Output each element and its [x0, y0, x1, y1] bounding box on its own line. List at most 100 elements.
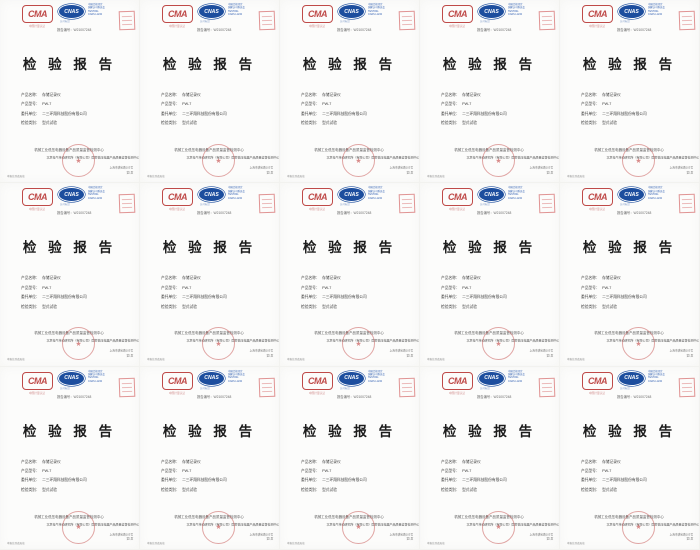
round-seal-stamp: ★: [202, 144, 235, 177]
round-seal-stamp: ★: [622, 510, 655, 544]
stamp-line: [682, 390, 693, 393]
star-icon: ★: [495, 157, 502, 165]
footer-page: 第1页: [406, 354, 413, 358]
control-stamp: [398, 194, 416, 214]
footer-address: 上海市漕宝路103号: [109, 349, 133, 353]
cma-logo-subtext: 中国计量认证: [588, 208, 606, 212]
report-page-thumbnail[interactable]: CMA 中国计量认证 CNAS 中国合格评定 国家认可委员会 TESTING C…: [140, 0, 280, 184]
footer-address: 上海市漕宝路103号: [389, 533, 413, 536]
footer-note: 本报告涂改无效: [427, 358, 445, 362]
cma-logo: CMA: [442, 188, 473, 207]
cnas-logo-text: CNAS: [204, 192, 219, 198]
footer-note: 本报告涂改无效: [567, 541, 585, 545]
footer-address: 上海市漕宝路103号: [249, 533, 273, 536]
footer-info: 上海市漕宝路103号 第1页: [361, 533, 413, 544]
cnas-logo-text: CNAS: [204, 8, 219, 15]
footer-note: 本报告涂改无效: [287, 358, 305, 362]
report-fields: 产品名称： 存储记录仪 产品型号： PW-7 委托单位： 二三环翔科技股份有限公司 检…: [161, 458, 267, 496]
cnas-logo: CNAS: [199, 188, 224, 202]
cnas-logo: CNAS: [479, 5, 504, 18]
control-stamp: [678, 194, 696, 214]
stamp-line: [542, 23, 553, 26]
stamp-line: [262, 207, 273, 209]
footer-page: 第1页: [126, 354, 133, 358]
cma-logo-subtext: 中国计量认证: [168, 392, 186, 395]
report-page-thumbnail[interactable]: CMA 中国计量认证 CNAS 中国合格评定 国家认可委员会 TESTING C…: [0, 183, 140, 367]
footer-note: 本报告涂改无效: [427, 175, 445, 178]
report-page-thumbnail[interactable]: CMA 中国计量认证 CNAS 中国合格评定 国家认可委员会 TESTING C…: [560, 0, 700, 184]
report-number: 报告编号：W21007248: [57, 28, 92, 32]
report-page-thumbnail[interactable]: CMA 中国计量认证 CNAS 中国合格评定 国家认可委员会 TESTING C…: [420, 0, 560, 184]
cma-logo-subtext: 中国计量认证: [448, 25, 466, 29]
report-page-thumbnail[interactable]: CMA 中国计量认证 CNAS 中国合格评定 国家认可委员会 TESTING C…: [0, 366, 140, 550]
footer-address: 上海市漕宝路103号: [389, 166, 413, 170]
footer-page: 第1页: [266, 354, 273, 358]
footer-address: 上海市漕宝路103号: [529, 166, 553, 170]
cnas-logo-caption: 中国合格评定 国家认可委员会 TESTING CNAS L1234: [88, 186, 105, 200]
star-icon: ★: [495, 340, 502, 348]
cnas-logo: CNAS: [479, 188, 504, 202]
cma-logo-subtext: 中国计量认证: [308, 208, 326, 212]
field-product-model: 产品型号： PW-7: [441, 286, 472, 290]
report-title: 检 验 报 告: [22, 423, 117, 439]
report-fields: 产品名称： 存储记录仪 产品型号： PW-7 委托单位： 二三环翔科技股份有限公司 检…: [301, 274, 407, 312]
cnas-logo-caption: 中国合格评定 国家认可委员会 TESTING CNAS L1234: [228, 3, 245, 16]
report-title: 检 验 报 告: [582, 423, 677, 439]
stamp-line: [402, 207, 413, 209]
footer-info: 上海市漕宝路103号 第1页: [361, 167, 413, 177]
report-fields: 产品名称： 存储记录仪 产品型号： PW-7 委托单位： 二三环翔科技股份有限公司 检…: [581, 274, 687, 312]
cnas-logo-subtext: 认可标识: [339, 20, 350, 23]
report-title: 检 验 报 告: [582, 240, 677, 256]
footer-page: 第1页: [546, 171, 553, 175]
field-inspection-type: 检验类别： 型式试验: [581, 304, 617, 309]
footer-note: 本报告涂改无效: [147, 541, 165, 545]
stamp-line: [122, 207, 133, 209]
report-page-thumbnail[interactable]: CMA 中国计量认证 CNAS 中国合格评定 国家认可委员会 TESTING C…: [420, 183, 560, 367]
cnas-logo-caption: 中国合格评定 国家认可委员会 TESTING CNAS L1234: [368, 369, 385, 383]
field-product-model: 产品型号： PW-7: [161, 102, 192, 107]
report-page-thumbnail[interactable]: CMA 中国计量认证 CNAS 中国合格评定 国家认可委员会 TESTING C…: [140, 183, 280, 367]
round-seal-stamp: ★: [622, 144, 655, 177]
footer-page: 第1页: [126, 538, 133, 541]
report-fields: 产品名称： 存储记录仪 产品型号： PW-7 委托单位： 二三环翔科技股份有限公司 检…: [581, 458, 687, 496]
report-title: 检 验 报 告: [442, 57, 537, 72]
field-inspection-type: 检验类别： 型式试验: [161, 304, 197, 309]
field-inspection-type: 检验类别： 型式试验: [21, 488, 57, 493]
report-page-thumbnail[interactable]: CMA 中国计量认证 CNAS 中国合格评定 国家认可委员会 TESTING C…: [560, 366, 700, 550]
cnas-logo-subtext: 认可标识: [619, 20, 630, 23]
cma-logo-text: CMA: [168, 9, 188, 19]
stamp-line: [541, 386, 553, 389]
control-stamp: [538, 10, 556, 31]
star-icon: ★: [495, 524, 502, 532]
cnas-logo-text: CNAS: [344, 375, 359, 381]
stamp-line: [261, 19, 273, 22]
stamp-line: [261, 198, 272, 201]
report-page-thumbnail[interactable]: CMA 中国计量认证 CNAS 中国合格评定 国家认可委员会 TESTING C…: [280, 366, 420, 550]
cnas-logo-text: CNAS: [624, 192, 639, 198]
stamp-line: [681, 202, 693, 205]
cnas-logo-text: CNAS: [344, 192, 359, 198]
report-title: 检 验 报 告: [302, 240, 397, 256]
report-page-thumbnail[interactable]: CMA 中国计量认证 CNAS 中国合格评定 国家认可委员会 TESTING C…: [420, 366, 560, 550]
cnas-logo-text: CNAS: [204, 375, 219, 381]
round-seal-stamp: ★: [342, 327, 375, 361]
control-stamp: [678, 377, 696, 397]
footer-address: 上海市漕宝路103号: [249, 349, 273, 353]
round-seal-stamp: ★: [482, 327, 515, 361]
cma-logo-subtext: 中国计量认证: [308, 392, 326, 395]
field-client-unit: 委托单位： 二三环翔科技股份有限公司: [581, 295, 647, 300]
report-page-thumbnail[interactable]: CMA 中国计量认证 CNAS 中国合格评定 国家认可委员会 TESTING C…: [140, 366, 280, 550]
report-page-thumbnail[interactable]: CMA 中国计量认证 CNAS 中国合格评定 国家认可委员会 TESTING C…: [560, 183, 700, 367]
field-product-model: 产品型号： PW-7: [441, 102, 472, 107]
cnas-logo-subtext: 认可标识: [479, 20, 490, 23]
footer-page: 第1页: [266, 538, 273, 541]
round-seal-stamp: ★: [342, 510, 375, 544]
report-page-thumbnail[interactable]: CMA 中国计量认证 CNAS 中国合格评定 国家认可委员会 TESTING C…: [280, 0, 420, 184]
report-page-thumbnail[interactable]: CMA 中国计量认证 CNAS 中国合格评定 国家认可委员会 TESTING C…: [280, 183, 420, 367]
report-page-thumbnail[interactable]: CMA 中国计量认证 CNAS 中国合格评定 国家认可委员会 TESTING C…: [0, 0, 140, 184]
star-icon: ★: [215, 340, 222, 348]
field-product-name: 产品名称： 存储记录仪: [21, 460, 61, 464]
footer-note: 本报告涂改无效: [287, 541, 305, 545]
control-stamp: [118, 194, 136, 214]
round-seal-stamp: ★: [342, 144, 375, 177]
